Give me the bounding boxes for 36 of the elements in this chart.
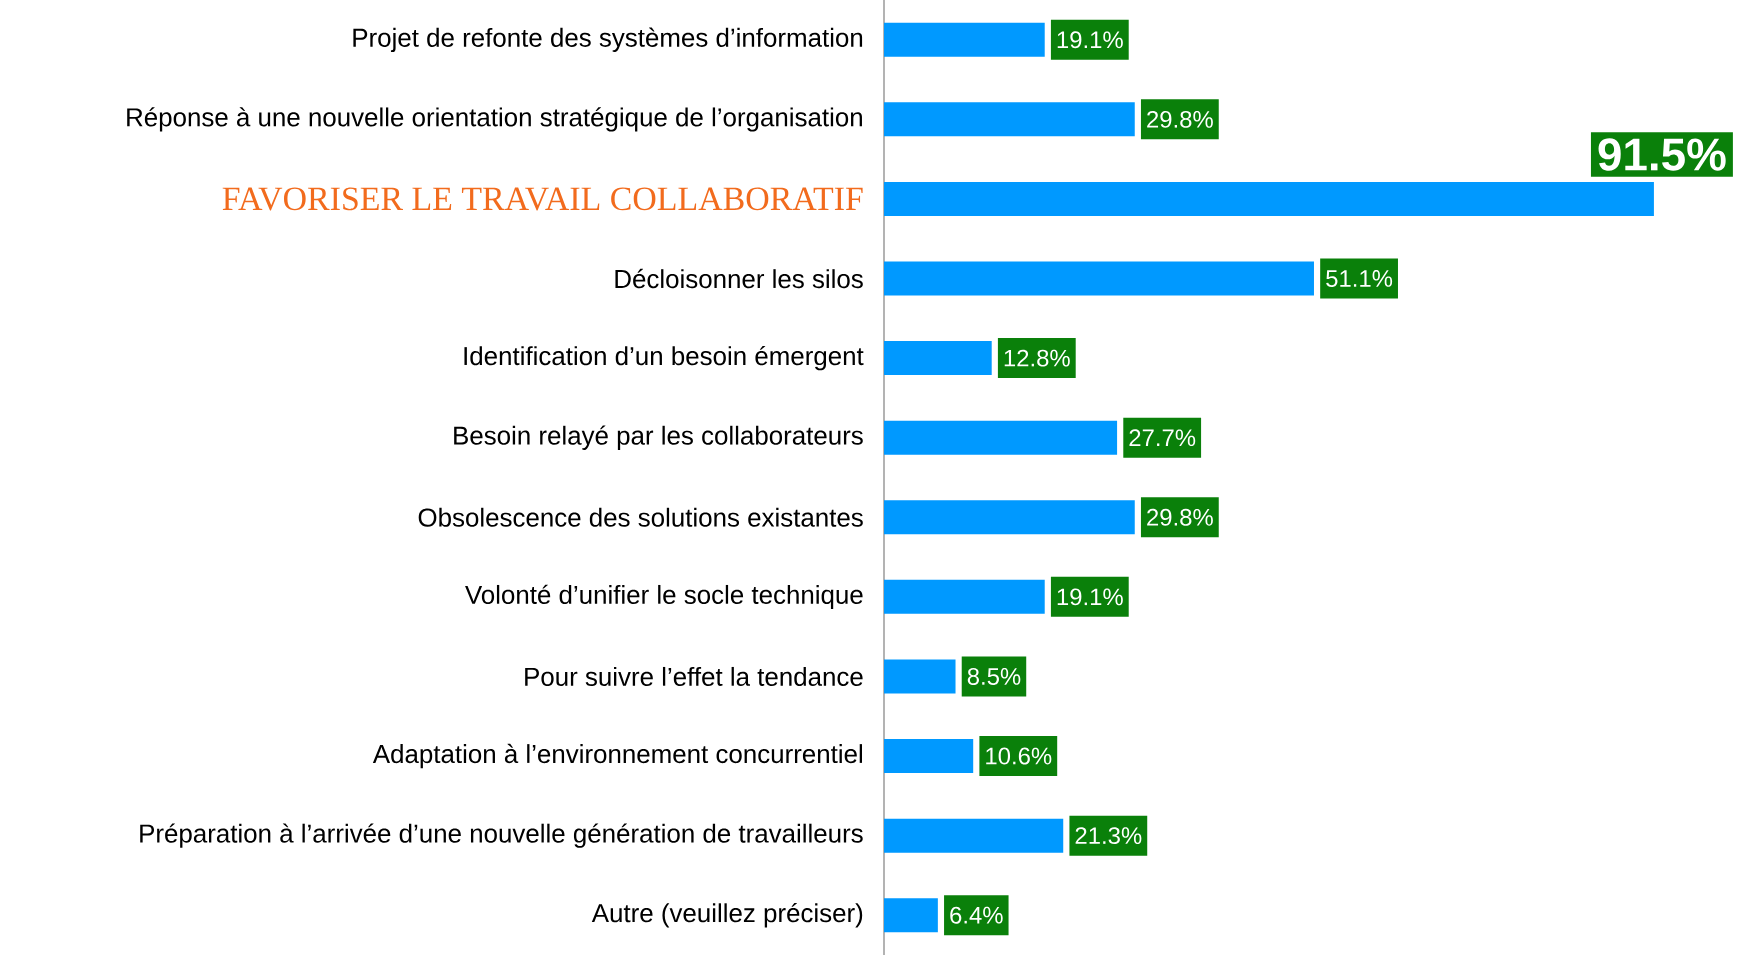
bar [884, 579, 1045, 614]
y-tick-label: Projet de refonte des systèmes d’information [353, 27, 863, 52]
bar [884, 898, 938, 933]
bar [884, 818, 1064, 853]
y-tick-label: Décloisonner les silos [615, 268, 863, 289]
y-tick-label: Réponse à une nouvelle orientation stratégique de l’organisation [127, 107, 862, 132]
data-label: 21.3% [1075, 827, 1142, 845]
y-tick-label: Besoin relayé par les collaborateurs [454, 425, 863, 450]
data-label: 19.1% [1057, 31, 1123, 49]
bar [884, 659, 956, 694]
bar [884, 341, 992, 376]
data-label: 10.6% [986, 747, 1052, 765]
bar [884, 420, 1118, 455]
bar [884, 739, 974, 774]
bar [884, 181, 1654, 216]
data-label: 6.4% [950, 906, 1003, 924]
data-label: 12.8% [1004, 349, 1070, 367]
data-label: 29.8% [1147, 508, 1213, 526]
data-label: 51.1% [1326, 270, 1393, 287]
bar [884, 102, 1135, 137]
y-tick-label: Pour suivre l’effet la tendance [525, 666, 863, 686]
data-label: 27.7% [1129, 429, 1196, 447]
bar [884, 261, 1314, 296]
y-tick-label: Autre (veuillez préciser) [591, 902, 863, 928]
bar [884, 500, 1135, 535]
y-tick-label: Identification d’un besoin émergent [464, 345, 864, 371]
y-tick-label: Obsolescence des solutions existantes [418, 507, 863, 527]
data-label: 91.5% [1598, 138, 1726, 171]
data-label: 29.8% [1147, 110, 1213, 128]
data-label: 8.5% [967, 668, 1021, 685]
y-tick-label: Volonté d’unifier le socle technique [465, 584, 863, 610]
y-tick-label: Adaptation à l’environnement concurrentiel [372, 743, 862, 769]
y-tick-label: Préparation à l’arrivée d’une nouvelle génération de travailleurs [140, 823, 863, 848]
y-tick-label: FAVORISER LE TRAVAIL COLLABORATIF [222, 187, 863, 211]
data-label: 19.1% [1057, 588, 1123, 606]
bar [884, 22, 1045, 57]
